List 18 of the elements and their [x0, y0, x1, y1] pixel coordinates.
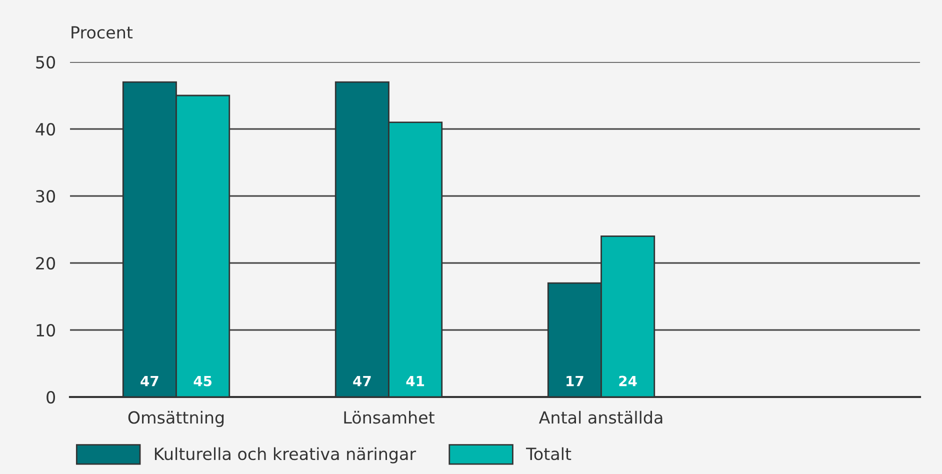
legend-label: Totalt — [526, 447, 572, 460]
y-tick-label: 30 — [36, 190, 56, 203]
y-tick-label: 0 — [46, 390, 56, 404]
data-label: 47 — [353, 376, 371, 386]
x-tick-label: Lönsamhet — [344, 410, 434, 424]
x-tick-label: Omsättning — [128, 410, 224, 428]
y-axis-title: Procent — [72, 26, 133, 39]
x-tick-label: Antal anställda — [538, 410, 662, 424]
legend-label: Kulturella och kreativa näringar — [154, 447, 416, 464]
y-tick-label: 20 — [36, 256, 56, 270]
data-label: 47 — [140, 376, 158, 386]
data-label: 45 — [194, 376, 212, 386]
data-label: 24 — [619, 376, 637, 386]
data-label: 41 — [406, 376, 424, 386]
y-tick-label: 40 — [36, 122, 56, 136]
data-label: 17 — [566, 376, 584, 386]
y-tick-label: 10 — [36, 324, 56, 337]
y-tick-label: 50 — [36, 56, 56, 69]
